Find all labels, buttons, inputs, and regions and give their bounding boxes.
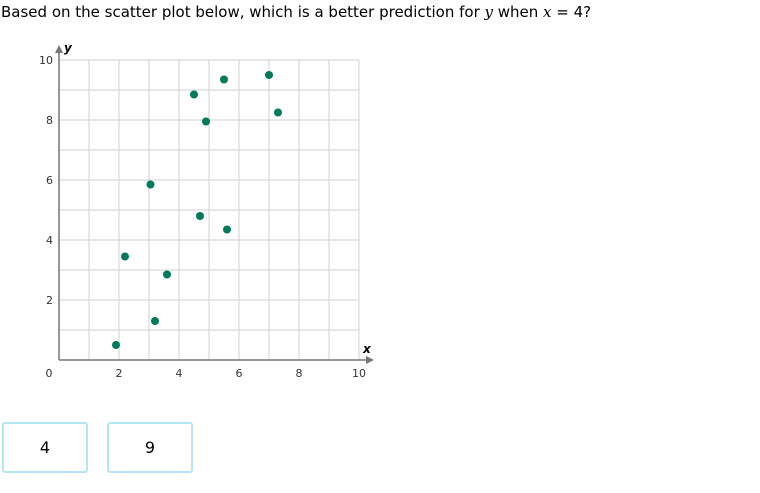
data-point [265,71,273,79]
y-tick-label: 10 [39,54,53,67]
question-part-1: Based on the scatter plot below, which i… [1,3,485,21]
answer-choice-9[interactable]: 9 [107,422,193,473]
x-tick-label: 8 [296,367,303,380]
x-tick-label: 4 [176,367,183,380]
question-text: Based on the scatter plot below, which i… [1,2,591,22]
data-point [223,225,231,234]
y-axis-label: y [64,41,73,55]
data-point [112,341,120,349]
data-point [196,212,204,220]
data-point [121,252,129,261]
data-point [202,117,210,126]
grid-lines [59,59,360,360]
question-part-3: = 4? [551,3,592,21]
data-point [274,108,282,117]
y-axis-arrow [55,45,63,53]
y-tick-label: 2 [46,294,53,307]
x-axis-arrow [366,356,374,364]
answer-choice-4[interactable]: 4 [2,422,88,473]
origin-label: 0 [46,367,53,380]
data-points [112,71,282,349]
data-point [220,75,228,84]
tick-labels: 2 4 6 8 10 2 4 6 8 10 0 [39,54,366,380]
data-point [190,90,198,99]
data-point [163,270,171,279]
x-tick-label: 10 [352,367,366,380]
question-part-2: when [493,3,544,21]
y-tick-label: 4 [46,234,53,247]
x-axis-label: x [362,342,372,356]
y-tick-label: 6 [46,174,53,187]
question-var-y: y [484,3,493,21]
axes: yx [55,41,374,364]
x-tick-label: 2 [116,367,123,380]
data-point [151,317,159,325]
data-point [146,180,155,189]
y-tick-label: 8 [46,114,53,127]
x-tick-label: 6 [236,367,243,380]
question-var-x: x [543,3,552,21]
